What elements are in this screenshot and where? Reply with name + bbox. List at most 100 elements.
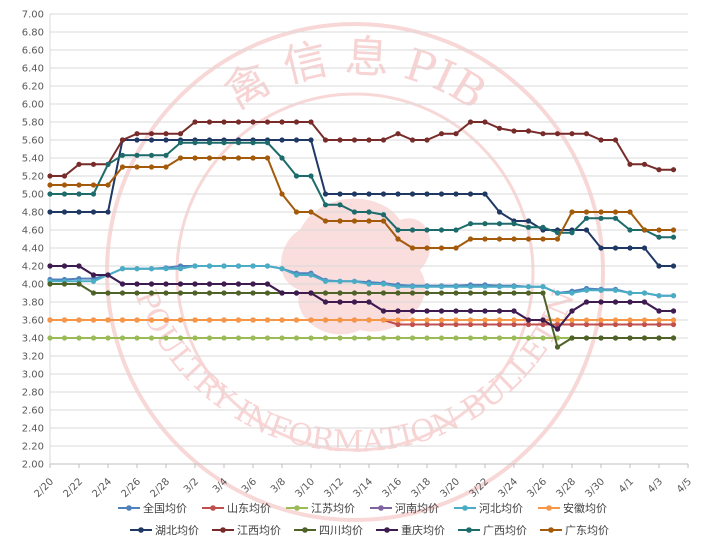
- data-point: [293, 173, 300, 179]
- x-axis: 2/20 2/22 2/24 2/26 2/28 3/2 3/4 3/6 3/8 3/10 3/12…: [32, 463, 694, 500]
- data-point: [279, 155, 285, 161]
- data-point: [206, 281, 213, 287]
- data-point: [482, 317, 488, 323]
- data-point: [264, 281, 271, 287]
- data-point: [641, 335, 648, 341]
- data-point: [235, 155, 242, 161]
- data-point: [279, 335, 285, 341]
- data-point: [206, 155, 213, 161]
- data-point: [467, 236, 474, 242]
- data-point: [322, 202, 329, 208]
- legend-label: 江西均价: [237, 524, 281, 537]
- data-point: [496, 317, 503, 323]
- y-tick-label: 5.40: [22, 154, 44, 165]
- data-point: [380, 317, 387, 323]
- legend-label: 江苏均价: [311, 502, 355, 515]
- data-point: [293, 290, 300, 296]
- y-tick-label: 4.60: [22, 226, 44, 237]
- data-point: [380, 308, 387, 314]
- data-point: [569, 308, 575, 314]
- data-point: [627, 245, 633, 251]
- data-point: [366, 191, 372, 197]
- series-10: [47, 140, 677, 240]
- data-point: [467, 308, 474, 314]
- data-point: [163, 335, 169, 341]
- data-point: [598, 215, 604, 221]
- x-tick-label: 3/16: [380, 476, 404, 500]
- data-point: [424, 245, 430, 251]
- data-point: [540, 236, 546, 242]
- data-point: [322, 335, 329, 341]
- data-point: [670, 234, 677, 240]
- data-point: [612, 317, 619, 323]
- data-point: [554, 236, 561, 242]
- data-point: [134, 335, 140, 341]
- data-point: [641, 161, 648, 167]
- data-point: [366, 290, 372, 296]
- legend-item: 河南均价: [370, 502, 439, 515]
- y-tick-label: 3.40: [22, 334, 44, 345]
- data-point: [366, 137, 372, 143]
- data-point: [656, 263, 662, 269]
- data-point: [61, 209, 68, 215]
- data-point: [424, 308, 430, 314]
- data-point: [598, 317, 604, 323]
- data-point: [119, 290, 126, 296]
- y-tick-label: 3.00: [22, 370, 44, 381]
- data-point: [670, 321, 677, 328]
- legend-marker: [220, 527, 226, 533]
- legend-label: 河南均价: [395, 502, 439, 515]
- data-point: [264, 119, 271, 125]
- data-point: [119, 335, 126, 341]
- data-point: [670, 227, 677, 233]
- data-point: [90, 209, 97, 215]
- data-point: [322, 317, 329, 323]
- watermark-ring-inner: [175, 92, 535, 452]
- y-tick-label: 6.00: [22, 100, 44, 111]
- data-point: [293, 335, 300, 341]
- data-point: [598, 209, 604, 215]
- data-point: [105, 161, 111, 167]
- legend-item: 河北均价: [454, 502, 523, 515]
- data-point: [380, 191, 387, 197]
- data-point: [395, 191, 401, 197]
- data-point: [366, 335, 372, 341]
- data-point: [308, 272, 314, 278]
- data-point: [554, 344, 561, 350]
- data-point: [395, 317, 401, 323]
- data-point: [47, 191, 53, 197]
- data-point: [366, 218, 372, 224]
- legend-label: 安徽均价: [563, 501, 607, 515]
- legend-item: 四川均价: [294, 524, 363, 537]
- data-point: [177, 155, 184, 161]
- data-point: [409, 335, 416, 341]
- data-point: [105, 317, 111, 323]
- data-point: [438, 191, 445, 197]
- data-point: [496, 284, 503, 290]
- data-point: [206, 317, 213, 323]
- data-point: [90, 272, 97, 278]
- data-point: [482, 335, 488, 341]
- data-point: [569, 131, 575, 137]
- data-point: [453, 335, 459, 341]
- data-point: [308, 335, 314, 341]
- data-point: [76, 263, 82, 269]
- data-point: [76, 191, 82, 197]
- data-point: [119, 317, 126, 323]
- data-point: [409, 308, 416, 314]
- data-point: [221, 281, 227, 287]
- data-point: [656, 308, 662, 314]
- data-point: [351, 218, 358, 224]
- data-point: [308, 119, 314, 125]
- data-point: [438, 308, 445, 314]
- data-point: [627, 290, 633, 296]
- data-point: [424, 137, 430, 143]
- data-point: [134, 152, 140, 158]
- data-point: [235, 317, 242, 323]
- data-point: [496, 335, 503, 341]
- data-point: [105, 335, 111, 341]
- data-point: [424, 191, 430, 197]
- legend-item: 山东均价: [202, 502, 271, 515]
- data-point: [424, 290, 430, 296]
